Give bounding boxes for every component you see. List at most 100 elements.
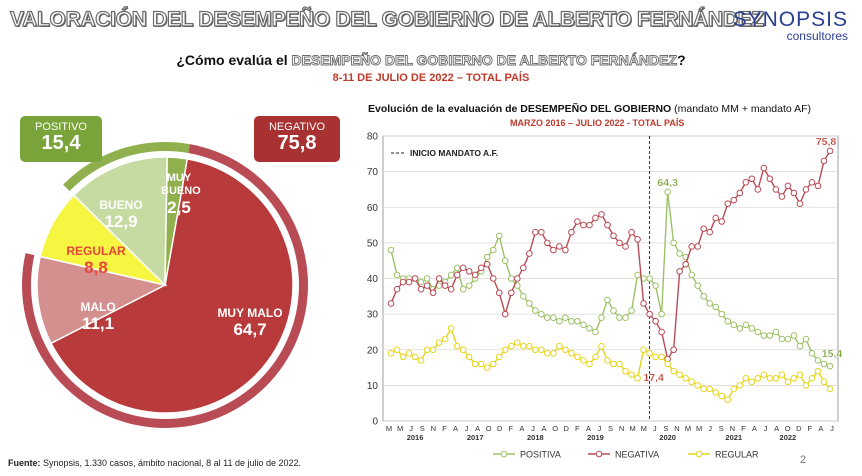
data-point-positiva xyxy=(772,328,780,336)
data-point-positiva xyxy=(568,317,575,325)
data-point-regular xyxy=(634,374,641,382)
y-tick-label: 20 xyxy=(367,345,379,356)
data-point-negativa xyxy=(568,228,575,236)
data-point-regular xyxy=(706,385,714,393)
data-point-regular xyxy=(441,335,449,343)
data-point-negativa xyxy=(586,221,593,229)
data-point-negativa xyxy=(417,285,425,293)
data-point-positiva xyxy=(387,246,395,254)
x-month-label: F xyxy=(808,424,813,433)
data-point-positiva xyxy=(622,314,629,321)
chart-title: Evolución de la evaluación de DESEMPEÑO … xyxy=(368,103,811,115)
data-point-negativa xyxy=(453,271,461,279)
data-point-negativa xyxy=(574,218,581,225)
data-point-negativa xyxy=(610,232,617,240)
data-point-negativa xyxy=(441,282,449,289)
data-point-negativa xyxy=(507,289,515,297)
source-footer: Fuente: Synopsis, 1.330 casos, ámbito na… xyxy=(8,458,301,468)
data-point-regular xyxy=(682,374,689,382)
data-point-negativa xyxy=(483,260,491,268)
y-tick-label: 70 xyxy=(367,167,379,178)
data-point-negativa xyxy=(399,278,407,286)
question-highlight: DESEMPEÑO DEL GOBIERNO DE ALBERTO FERNÁN… xyxy=(291,52,678,69)
data-point-regular xyxy=(676,371,683,378)
x-month-label: N xyxy=(674,424,679,433)
data-point-regular xyxy=(580,357,587,364)
x-month-label: N xyxy=(431,424,436,433)
negative-value: 75,8 xyxy=(277,132,317,154)
data-point-regular xyxy=(658,353,665,361)
data-point-regular xyxy=(790,374,798,382)
data-point-regular xyxy=(736,382,744,389)
data-point-negativa xyxy=(520,264,527,272)
data-point-negativa xyxy=(646,310,653,318)
data-label-negativa-last: 75,8 xyxy=(816,136,837,148)
x-month-label: J xyxy=(830,424,834,433)
logo-main-text: SYNOPSIS xyxy=(732,8,848,31)
data-point-positiva xyxy=(778,335,786,343)
data-point-regular xyxy=(568,350,575,357)
data-point-positiva xyxy=(700,293,708,300)
data-point-regular xyxy=(598,342,605,350)
data-point-positiva xyxy=(736,325,744,332)
data-point-regular xyxy=(628,371,635,378)
data-point-positiva xyxy=(820,360,828,368)
data-point-regular xyxy=(471,360,479,368)
data-point-regular xyxy=(393,346,401,354)
x-year-label: 2018 xyxy=(527,433,544,442)
data-point-regular xyxy=(550,350,557,357)
legend-label-regular: REGULAR xyxy=(715,450,759,460)
x-month-label: A xyxy=(774,424,779,433)
pie-label-malo: MALO 11,1 xyxy=(80,300,116,333)
y-tick-label: 60 xyxy=(367,203,379,214)
x-month-label: J xyxy=(409,424,413,433)
data-point-regular xyxy=(772,374,780,382)
negative-summary-box: NEGATIVO 75,8 xyxy=(254,116,340,162)
data-point-positiva xyxy=(802,335,810,343)
survey-question: ¿Cómo evalúa el DESEMPEÑO DEL GOBIERNO D… xyxy=(0,52,862,69)
data-point-positiva xyxy=(790,332,798,339)
x-month-label: N xyxy=(730,424,735,433)
legend-label-positiva: POSITIVA xyxy=(520,450,561,460)
data-point-negativa xyxy=(489,275,497,282)
pie-slice-3 xyxy=(72,156,168,287)
x-month-label: N xyxy=(619,424,624,433)
data-point-negativa xyxy=(501,310,509,318)
data-point-regular xyxy=(784,378,792,386)
x-month-label: A xyxy=(519,424,524,433)
data-point-negativa xyxy=(742,179,750,186)
pie-label-bueno: BUENO 12,9 xyxy=(99,198,143,231)
data-point-regular xyxy=(526,342,533,350)
data-point-negativa xyxy=(447,285,455,293)
data-point-negativa xyxy=(790,189,798,197)
data-point-regular xyxy=(778,371,786,378)
data-point-positiva xyxy=(574,317,581,325)
data-point-regular xyxy=(477,360,485,368)
data-label-positiva-last: 15,4 xyxy=(822,348,843,360)
muy-bueno-label: MUY BUENO xyxy=(161,172,201,197)
data-point-negativa xyxy=(429,289,437,297)
data-point-regular xyxy=(802,382,810,389)
data-point-positiva xyxy=(826,362,834,370)
y-tick-label: 10 xyxy=(367,381,379,392)
data-point-negativa xyxy=(604,221,611,229)
data-point-regular xyxy=(495,353,503,361)
x-month-label: A xyxy=(542,424,547,433)
data-point-regular xyxy=(760,371,768,378)
data-point-positiva xyxy=(393,271,401,279)
data-point-regular xyxy=(700,385,708,393)
x-month-label: J xyxy=(708,424,712,433)
x-month-label: D xyxy=(796,424,802,433)
data-point-negativa xyxy=(405,278,413,286)
data-point-positiva xyxy=(784,335,792,343)
data-point-negativa xyxy=(532,228,539,236)
data-point-positiva xyxy=(808,350,816,357)
data-point-positiva xyxy=(562,314,569,321)
pie-slice-4 xyxy=(164,156,189,286)
data-point-negativa xyxy=(465,268,473,275)
data-point-negativa xyxy=(652,317,659,325)
source-label: Fuente: xyxy=(8,458,41,468)
data-point-positiva xyxy=(526,300,533,307)
data-point-positiva xyxy=(520,293,527,300)
x-month-label: M xyxy=(397,424,403,433)
